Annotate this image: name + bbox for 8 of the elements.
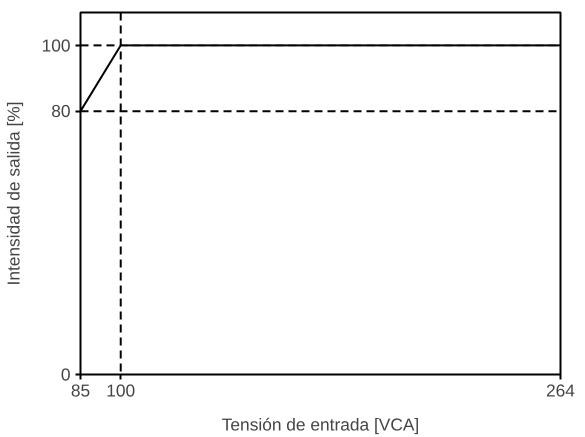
x-tick-label: 85 (70, 380, 90, 400)
y-tick-label: 100 (42, 35, 71, 56)
y-tick-label: 80 (51, 101, 71, 122)
x-tick-label: 100 (106, 380, 136, 400)
y-tick-label: 0 (60, 364, 71, 384)
x-tick-label: 264 (546, 380, 576, 400)
y-axis-title: Intensidad de salida [%] (4, 101, 24, 286)
x-axis-title: Tensión de entrada [VCA] (222, 414, 420, 434)
